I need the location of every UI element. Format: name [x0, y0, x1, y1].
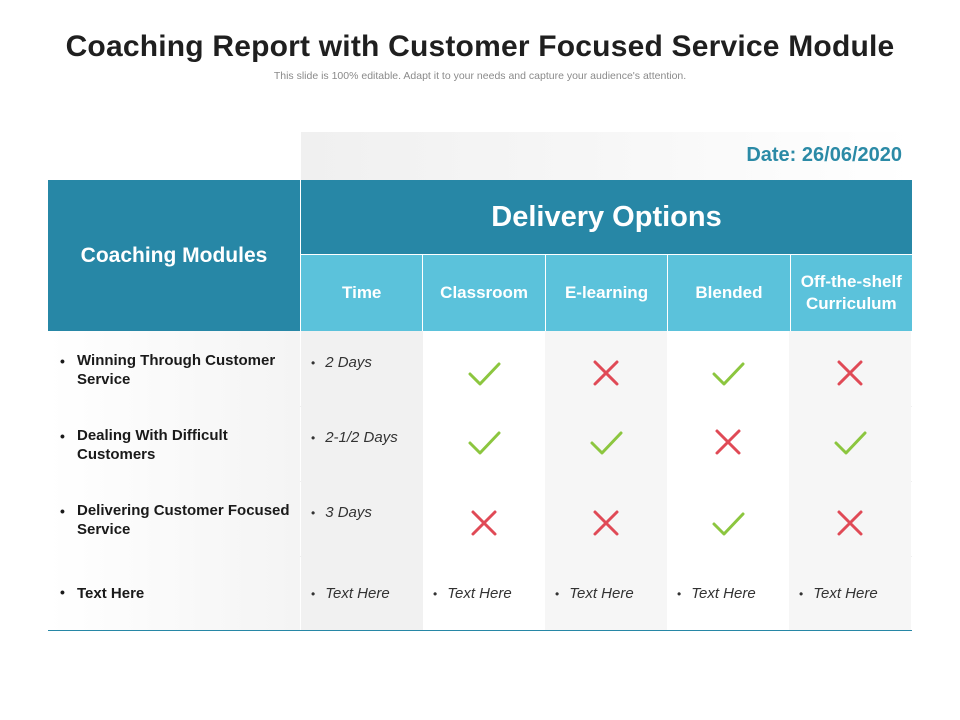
coaching-table-body: • Winning Through Customer Service • 2 Da… — [48, 331, 912, 631]
module-name: Dealing With Difficult Customers — [77, 427, 228, 463]
report-date: Date: 26/06/2020 — [746, 144, 902, 166]
cross-icon — [586, 503, 626, 543]
module-name: Delivering Customer Focused Service — [77, 502, 290, 538]
time-cell: • 3 Days — [301, 481, 423, 556]
table-bottom-rule — [48, 630, 912, 631]
blended-cell — [667, 331, 789, 406]
table-row: • Dealing With Difficult Customers • 2-1/… — [48, 406, 912, 482]
bullet: • — [311, 505, 316, 520]
check-icon — [708, 353, 748, 393]
blended-cell — [667, 406, 789, 481]
classroom-cell — [423, 331, 545, 406]
time-value: Text Here — [325, 585, 390, 602]
elearning-value: Text Here — [569, 585, 634, 602]
time-value: 2 Days — [325, 354, 372, 371]
offshelf-cell: • Text Here — [789, 556, 911, 631]
elearning-cell — [545, 331, 667, 406]
elearning-cell — [545, 481, 667, 556]
bullet: • — [60, 503, 65, 519]
table-row: • Text Here • Text Here • Text Here • Text … — [48, 556, 912, 631]
check-icon — [708, 503, 748, 543]
cross-icon — [464, 503, 504, 543]
offshelf-cell — [789, 331, 911, 406]
module-cell: • Winning Through Customer Service — [48, 331, 300, 406]
column-header-time: Time — [301, 255, 423, 331]
cross-icon — [708, 422, 748, 462]
check-icon — [830, 422, 870, 462]
blended-value: Text Here — [691, 585, 756, 602]
classroom-value: Text Here — [447, 585, 512, 602]
time-cell: • Text Here — [301, 556, 423, 631]
delivery-columns-header: Time Classroom E-learning Blended Off-th… — [301, 255, 913, 331]
column-header-elearning: E-learning — [545, 255, 668, 331]
time-value: 3 Days — [325, 504, 372, 521]
bullet: • — [677, 586, 682, 601]
coaching-modules-header: Coaching Modules — [48, 180, 300, 331]
module-name: Text Here — [77, 585, 145, 602]
offshelf-value: Text Here — [813, 585, 878, 602]
slide-subtitle: This slide is 100% editable. Adapt it to… — [273, 70, 687, 82]
offshelf-cell — [789, 406, 911, 481]
time-cell: • 2-1/2 Days — [301, 406, 423, 481]
date-strip: Date: 26/06/2020 — [301, 132, 912, 180]
bullet: • — [60, 353, 65, 369]
classroom-cell — [423, 406, 545, 481]
column-header-classroom: Classroom — [423, 255, 545, 331]
module-cell: • Delivering Customer Focused Service — [48, 481, 300, 556]
bullet: • — [311, 355, 316, 370]
module-cell: • Text Here — [48, 556, 300, 631]
bullet: • — [311, 586, 316, 601]
delivery-options-header: Delivery Options — [301, 180, 912, 254]
elearning-cell: • Text Here — [545, 556, 667, 631]
check-icon — [586, 422, 626, 462]
classroom-cell — [423, 481, 545, 556]
cross-icon — [830, 503, 870, 543]
bullet: • — [799, 586, 804, 601]
column-header-offshelf: Off-the-shelf Curriculum — [790, 255, 913, 331]
bullet: • — [433, 586, 438, 601]
column-header-blended: Blended — [668, 255, 790, 331]
cross-icon — [586, 353, 626, 393]
blended-cell: • Text Here — [667, 556, 789, 631]
module-name: Winning Through Customer Service — [77, 352, 276, 388]
table-row: • Delivering Customer Focused Service • 3… — [48, 481, 912, 557]
classroom-cell: • Text Here — [423, 556, 545, 631]
time-value: 2-1/2 Days — [325, 429, 398, 446]
bullet: • — [60, 584, 65, 600]
bullet: • — [555, 586, 560, 601]
check-icon — [464, 422, 504, 462]
blended-cell — [667, 481, 789, 556]
slide-title: Coaching Report with Customer Focused Se… — [65, 30, 895, 63]
module-cell: • Dealing With Difficult Customers — [48, 406, 300, 481]
bullet: • — [60, 428, 65, 444]
check-icon — [464, 353, 504, 393]
offshelf-cell — [789, 481, 911, 556]
time-cell: • 2 Days — [301, 331, 423, 406]
bullet: • — [311, 430, 316, 445]
cross-icon — [830, 353, 870, 393]
table-row: • Winning Through Customer Service • 2 Da… — [48, 331, 912, 407]
elearning-cell — [545, 406, 667, 481]
